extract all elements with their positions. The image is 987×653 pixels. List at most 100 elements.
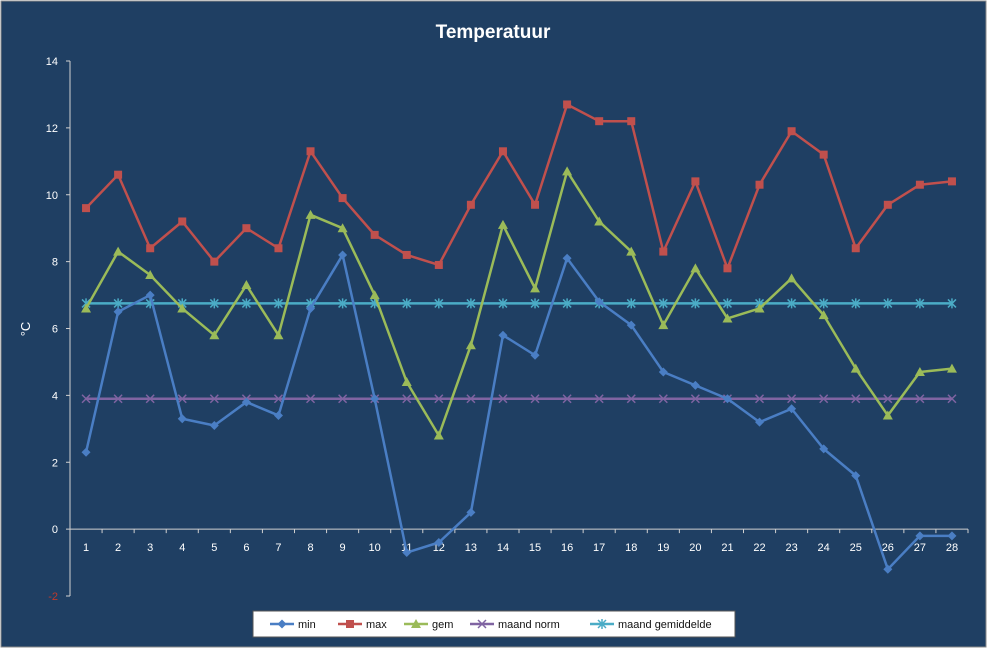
- legend-marker: [277, 619, 287, 629]
- series-line-gem: [84, 170, 953, 437]
- data-point-max: [915, 180, 924, 189]
- data-point-max: [370, 230, 379, 239]
- data-point-min: [690, 380, 700, 390]
- data-point-gem: [369, 290, 380, 300]
- data-point-gem: [818, 310, 829, 320]
- x-tick-label: 19: [657, 542, 669, 554]
- data-point-min: [947, 531, 957, 541]
- series-line-min: [84, 253, 952, 571]
- data-point-gem: [946, 363, 957, 373]
- data-point-maand-gemiddelde: [209, 298, 219, 309]
- data-point-gem: [562, 166, 573, 176]
- chart-title: Temperatuur: [436, 22, 551, 43]
- data-point-maand-gemiddelde: [338, 298, 348, 309]
- y-tick-label: 4: [52, 390, 58, 402]
- x-tick-label: 17: [593, 542, 605, 554]
- x-tick-label: 23: [785, 542, 797, 554]
- data-point-maand-gemiddelde: [562, 298, 572, 309]
- data-point-maand-gemiddelde: [530, 298, 540, 309]
- data-point-maand-gemiddelde: [498, 298, 508, 309]
- legend-label: maand gemiddelde: [618, 619, 712, 631]
- data-point-gem: [305, 209, 316, 219]
- series-maand-norm: [81, 394, 957, 404]
- data-point-max: [883, 200, 892, 209]
- data-point-gem: [850, 363, 861, 373]
- data-point-maand-gemiddelde: [819, 298, 829, 309]
- data-point-gem: [337, 223, 348, 233]
- data-point-min: [883, 564, 893, 574]
- x-tick-label: 13: [465, 542, 477, 554]
- data-point-max: [659, 247, 668, 256]
- y-tick-label: 10: [46, 190, 58, 202]
- data-point-min: [145, 290, 155, 300]
- legend-label: min: [298, 619, 316, 631]
- data-point-max: [498, 147, 507, 156]
- data-point-min: [209, 420, 219, 430]
- data-point-max: [434, 260, 443, 269]
- legend-label: maand norm: [498, 619, 560, 631]
- legend-item-max: max: [338, 619, 387, 631]
- x-tick-label: 20: [689, 542, 701, 554]
- data-point-min: [466, 507, 476, 517]
- x-tick-label: 28: [946, 542, 958, 554]
- legend-marker: [411, 619, 421, 628]
- data-point-min: [530, 350, 540, 360]
- y-tick-label: 2: [52, 457, 58, 469]
- x-tick-label: 4: [179, 542, 185, 554]
- x-tick-label: 8: [307, 542, 313, 554]
- x-tick-label: 21: [721, 542, 733, 554]
- data-point-max: [114, 170, 123, 179]
- data-point-maand-norm: [690, 394, 700, 404]
- x-tick-label: 2: [115, 542, 121, 554]
- series-line-max: [85, 103, 953, 270]
- data-point-maand-gemiddelde: [113, 298, 123, 309]
- y-tick-label: 14: [46, 56, 58, 68]
- data-point-gem: [626, 246, 637, 256]
- data-point-min: [113, 307, 123, 317]
- data-point-max: [755, 180, 764, 189]
- data-point-max: [210, 257, 219, 266]
- data-point-max: [723, 264, 732, 273]
- data-point-min: [434, 538, 444, 547]
- data-point-max: [819, 150, 828, 159]
- data-point-maand-norm: [947, 394, 957, 404]
- data-point-min: [755, 417, 765, 427]
- data-point-min: [851, 471, 861, 481]
- data-point-gem: [690, 263, 701, 273]
- data-point-maand-norm: [434, 394, 444, 404]
- data-point-maand-gemiddelde: [883, 298, 893, 309]
- data-point-max: [851, 244, 860, 253]
- data-point-min: [722, 394, 732, 404]
- y-tick-label: 6: [52, 324, 58, 336]
- x-tick-label: 9: [340, 542, 346, 554]
- legend-marker: [346, 620, 354, 628]
- data-point-gem: [241, 280, 252, 290]
- x-tick-label: 14: [497, 542, 509, 554]
- data-point-maand-norm: [402, 394, 412, 404]
- data-point-maand-gemiddelde: [851, 298, 861, 309]
- legend-label: gem: [432, 619, 453, 631]
- series-gem: [81, 166, 957, 440]
- x-tick-label: 18: [625, 542, 637, 554]
- data-point-min: [338, 250, 348, 260]
- data-point-max: [146, 244, 155, 253]
- data-point-min: [273, 410, 283, 420]
- legend-marker: [597, 619, 607, 629]
- series-min: [81, 250, 957, 574]
- data-point-max: [691, 177, 700, 186]
- data-point-gem: [754, 303, 765, 313]
- x-tick-label: 6: [243, 542, 249, 554]
- data-point-maand-norm: [883, 394, 893, 404]
- data-point-min: [787, 404, 797, 414]
- data-point-gem: [530, 283, 541, 293]
- data-point-min: [594, 297, 604, 307]
- data-point-min: [370, 394, 380, 404]
- x-tick-label: 12: [433, 542, 445, 554]
- x-tick-label: 1: [83, 542, 89, 554]
- data-point-maand-norm: [819, 394, 829, 404]
- data-point-maand-norm: [915, 394, 925, 404]
- data-point-gem: [273, 330, 284, 340]
- data-point-gem: [433, 430, 444, 440]
- data-point-maand-gemiddelde: [787, 298, 797, 309]
